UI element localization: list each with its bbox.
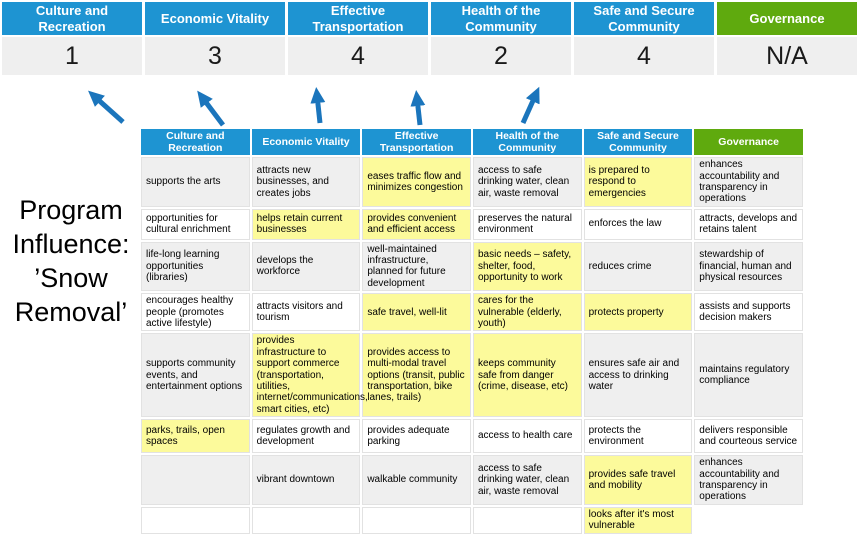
matrix-cell-empty	[141, 506, 250, 534]
matrix-cell-provides-adequate-parking: provides adequate parking	[362, 419, 471, 454]
matrix-cell-walkable-community: walkable community	[362, 455, 471, 505]
matrix-cell-attracts-develops-and-retain: attracts, develops and retains talent	[694, 208, 803, 240]
matrix-cell-maintains-regulatory-complia: maintains regulatory compliance	[694, 333, 803, 418]
priority-header-governance: Governance	[717, 2, 857, 35]
matrix-cell-empty	[141, 455, 250, 505]
matrix-cell-vibrant-downtown: vibrant downtown	[251, 455, 361, 505]
matrix-header-culture-and-recreation: Culture and Recreation	[141, 129, 250, 156]
matrix-cell-assists-and-supports-decisio: assists and supports decision makers	[694, 293, 803, 332]
matrix-cell-life-long-learning-opportuni: life-long learning opportunities (librar…	[141, 241, 250, 292]
matrix-cell-access-to-health-care: access to health care	[472, 419, 582, 454]
matrix-cell-supports-community-events-an: supports community events, and entertain…	[141, 333, 250, 418]
title-line-1: Program	[19, 195, 123, 225]
matrix-cell-keeps-community-safe-from-da: keeps community safe from danger (crime,…	[472, 333, 582, 418]
matrix-cell-attracts-visitors-and-touris: attracts visitors and tourism	[251, 293, 361, 332]
title-line-3: ’Snow	[34, 263, 108, 293]
matrix-cell-delivers-responsible-and-cou: delivers responsible and courteous servi…	[694, 419, 803, 454]
matrix-header-governance: Governance	[694, 129, 803, 156]
matrix-cell-empty	[362, 506, 471, 534]
matrix-row-6: parks, trails, open spaces regulates grow…	[141, 419, 803, 454]
matrix-row-2: opportunities for cultural enrichment hel…	[141, 208, 803, 240]
title-line-2: Influence:	[12, 229, 130, 259]
summary-column-health-of-the-community: Health of the Community 2	[431, 2, 571, 75]
matrix-cell-regulates-growth-and-develop: regulates growth and development	[251, 419, 361, 454]
matrix-cell-preserves-the-natural-enviro: preserves the natural environment	[472, 208, 582, 240]
matrix-row-8: looks after it's most vulnerable	[141, 506, 803, 534]
arrow-icon-transportation	[310, 87, 326, 124]
matrix-cell-develops-the-workforce: develops the workforce	[251, 241, 361, 292]
matrix-cell-well-maintained-infrastructu: well-maintained infrastructure, planned …	[362, 241, 471, 292]
matrix-cell-encourages-healthy-people-pr: encourages healthy people (promotes acti…	[141, 293, 250, 332]
matrix-header-safe-and-secure-community: Safe and Secure Community	[583, 129, 693, 156]
matrix-row-1: supports the arts attracts new businesses…	[141, 157, 803, 207]
matrix-cell-provides-convenient-and-effi: provides convenient and efficient access	[362, 208, 471, 240]
title-line-4: Removal’	[14, 297, 128, 327]
matrix-cell-supports-the-arts: supports the arts	[141, 157, 250, 207]
matrix-cell-opportunities-for-cultural-e: opportunities for cultural enrichment	[141, 208, 250, 240]
matrix-cell-empty	[694, 507, 803, 534]
matrix-cell-empty	[472, 506, 582, 534]
arrow-icon-health	[410, 90, 426, 126]
priority-header-effective-transportation: Effective Transportation	[288, 2, 428, 35]
matrix-cell-enhances-accountability-and-: enhances accountability and transparency…	[694, 455, 803, 505]
summary-column-effective-transportation: Effective Transportation 4	[288, 2, 428, 75]
matrix-cell-enforces-the-law: enforces the law	[583, 208, 693, 240]
matrix-header-economic-vitality: Economic Vitality	[251, 129, 361, 156]
matrix-cell-provides-infrastructure-to-s: provides infrastructure to support comme…	[251, 333, 368, 418]
priority-header-culture-and-recreation: Culture and Recreation	[2, 2, 142, 35]
matrix-cell-basic-needs-safety-shelter-f: basic needs – safety, shelter, food, opp…	[472, 241, 582, 292]
matrix-cell-stewardship-of-financial-hum: stewardship of financial, human and phys…	[694, 241, 803, 292]
priority-header-health-of-the-community: Health of the Community	[431, 2, 571, 35]
summary-column-economic-vitality: Economic Vitality 3	[145, 2, 285, 75]
matrix-cell-safe-travel-well-lit: safe travel, well-lit	[362, 293, 471, 332]
matrix-cell-cares-for-the-vulnerable-eld: cares for the vulnerable (elderly, youth…	[472, 293, 582, 332]
matrix-cell-access-to-safe-drinking-wate: access to safe drinking water, clean air…	[472, 157, 582, 207]
arrow-icon-safe	[520, 86, 540, 125]
matrix-row-7: vibrant downtown walkable community access…	[141, 455, 803, 505]
priority-score-effective-transportation: 4	[288, 37, 428, 75]
priority-score-economic-vitality: 3	[145, 37, 285, 75]
matrix-cell-ensures-safe-air-and-access-: ensures safe air and access to drinking …	[583, 333, 693, 418]
priority-score-culture-and-recreation: 1	[2, 37, 142, 75]
priority-score-health-of-the-community: 2	[431, 37, 571, 75]
summary-column-culture-and-recreation: Culture and Recreation 1	[2, 2, 142, 75]
matrix-row-5: supports community events, and entertain…	[141, 333, 803, 418]
matrix-cell-is-prepared-to-respond-to-em: is prepared to respond to emergencies	[583, 157, 693, 207]
matrix-cell-helps-retain-current-busines: helps retain current businesses	[251, 208, 361, 240]
priority-summary-band: Culture and Recreation 1 Economic Vitality…	[2, 2, 857, 75]
matrix-cell-provides-safe-travel-and-mob: provides safe travel and mobility	[583, 455, 693, 505]
summary-column-governance: Governance N/A	[717, 2, 857, 75]
matrix-cell-attracts-new-businesses-and-: attracts new businesses, and creates job…	[251, 157, 361, 207]
matrix-cell-provides-access-to-multi-mod: provides access to multi-modal travel op…	[362, 333, 471, 418]
arrow-icon-culture	[88, 90, 125, 124]
matrix-header-health-of-the-community: Health of the Community	[472, 129, 582, 156]
matrix-cell-eases-traffic-flow-and-minim: eases traffic flow and minimizes congest…	[362, 157, 471, 207]
priorities-matrix-table: Culture and Recreation Economic Vitality E…	[139, 127, 805, 536]
matrix-header-row: Culture and Recreation Economic Vitality E…	[141, 129, 803, 156]
priority-score-safe-and-secure-community: 4	[574, 37, 714, 75]
matrix-cell-protects-the-environment: protects the environment	[583, 419, 693, 454]
priority-score-governance: N/A	[717, 37, 857, 75]
summary-column-safe-and-secure-community: Safe and Secure Community 4	[574, 2, 714, 75]
matrix-cell-enhances-accountability-and-: enhances accountability and transparency…	[694, 157, 803, 207]
priority-header-safe-and-secure-community: Safe and Secure Community	[574, 2, 714, 35]
matrix-header-effective-transportation: Effective Transportation	[362, 129, 471, 156]
matrix-row-4: encourages healthy people (promotes acti…	[141, 293, 803, 332]
arrow-icon-economic	[197, 90, 225, 127]
matrix-cell-looks-after-it-s-most-vulner: looks after it's most vulnerable	[583, 506, 693, 534]
matrix-cell-parks-trails-open-spaces: parks, trails, open spaces	[141, 419, 250, 454]
matrix-cell-protects-property: protects property	[583, 293, 693, 332]
program-influence-title: Program Influence: ’Snow Removal’	[0, 193, 142, 329]
matrix-cell-reduces-crime: reduces crime	[583, 241, 693, 292]
priority-header-economic-vitality: Economic Vitality	[145, 2, 285, 35]
matrix-cell-access-to-safe-drinking-wate: access to safe drinking water, clean air…	[472, 455, 582, 505]
matrix-row-3: life-long learning opportunities (librar…	[141, 241, 803, 292]
matrix-cell-empty	[251, 506, 361, 534]
